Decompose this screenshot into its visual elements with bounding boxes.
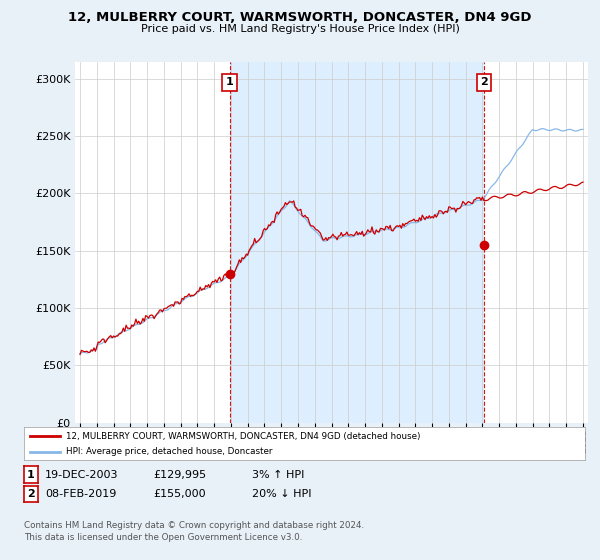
Text: This data is licensed under the Open Government Licence v3.0.: This data is licensed under the Open Gov… <box>24 533 302 542</box>
Text: Price paid vs. HM Land Registry's House Price Index (HPI): Price paid vs. HM Land Registry's House … <box>140 24 460 34</box>
Text: £155,000: £155,000 <box>153 489 206 499</box>
Text: 3% ↑ HPI: 3% ↑ HPI <box>252 470 304 480</box>
Text: 19-DEC-2003: 19-DEC-2003 <box>45 470 119 480</box>
Text: 12, MULBERRY COURT, WARMSWORTH, DONCASTER, DN4 9GD: 12, MULBERRY COURT, WARMSWORTH, DONCASTE… <box>68 11 532 24</box>
Text: 1: 1 <box>27 470 35 480</box>
Text: 1: 1 <box>226 77 233 87</box>
Text: Contains HM Land Registry data © Crown copyright and database right 2024.: Contains HM Land Registry data © Crown c… <box>24 521 364 530</box>
Bar <box>230 62 484 423</box>
Text: 12, MULBERRY COURT, WARMSWORTH, DONCASTER, DN4 9GD (detached house): 12, MULBERRY COURT, WARMSWORTH, DONCASTE… <box>66 432 421 441</box>
Text: HPI: Average price, detached house, Doncaster: HPI: Average price, detached house, Donc… <box>66 447 272 456</box>
Text: 2: 2 <box>480 77 488 87</box>
Text: 08-FEB-2019: 08-FEB-2019 <box>45 489 116 499</box>
Text: 2: 2 <box>27 489 35 499</box>
Text: £129,995: £129,995 <box>153 470 206 480</box>
Text: 20% ↓ HPI: 20% ↓ HPI <box>252 489 311 499</box>
